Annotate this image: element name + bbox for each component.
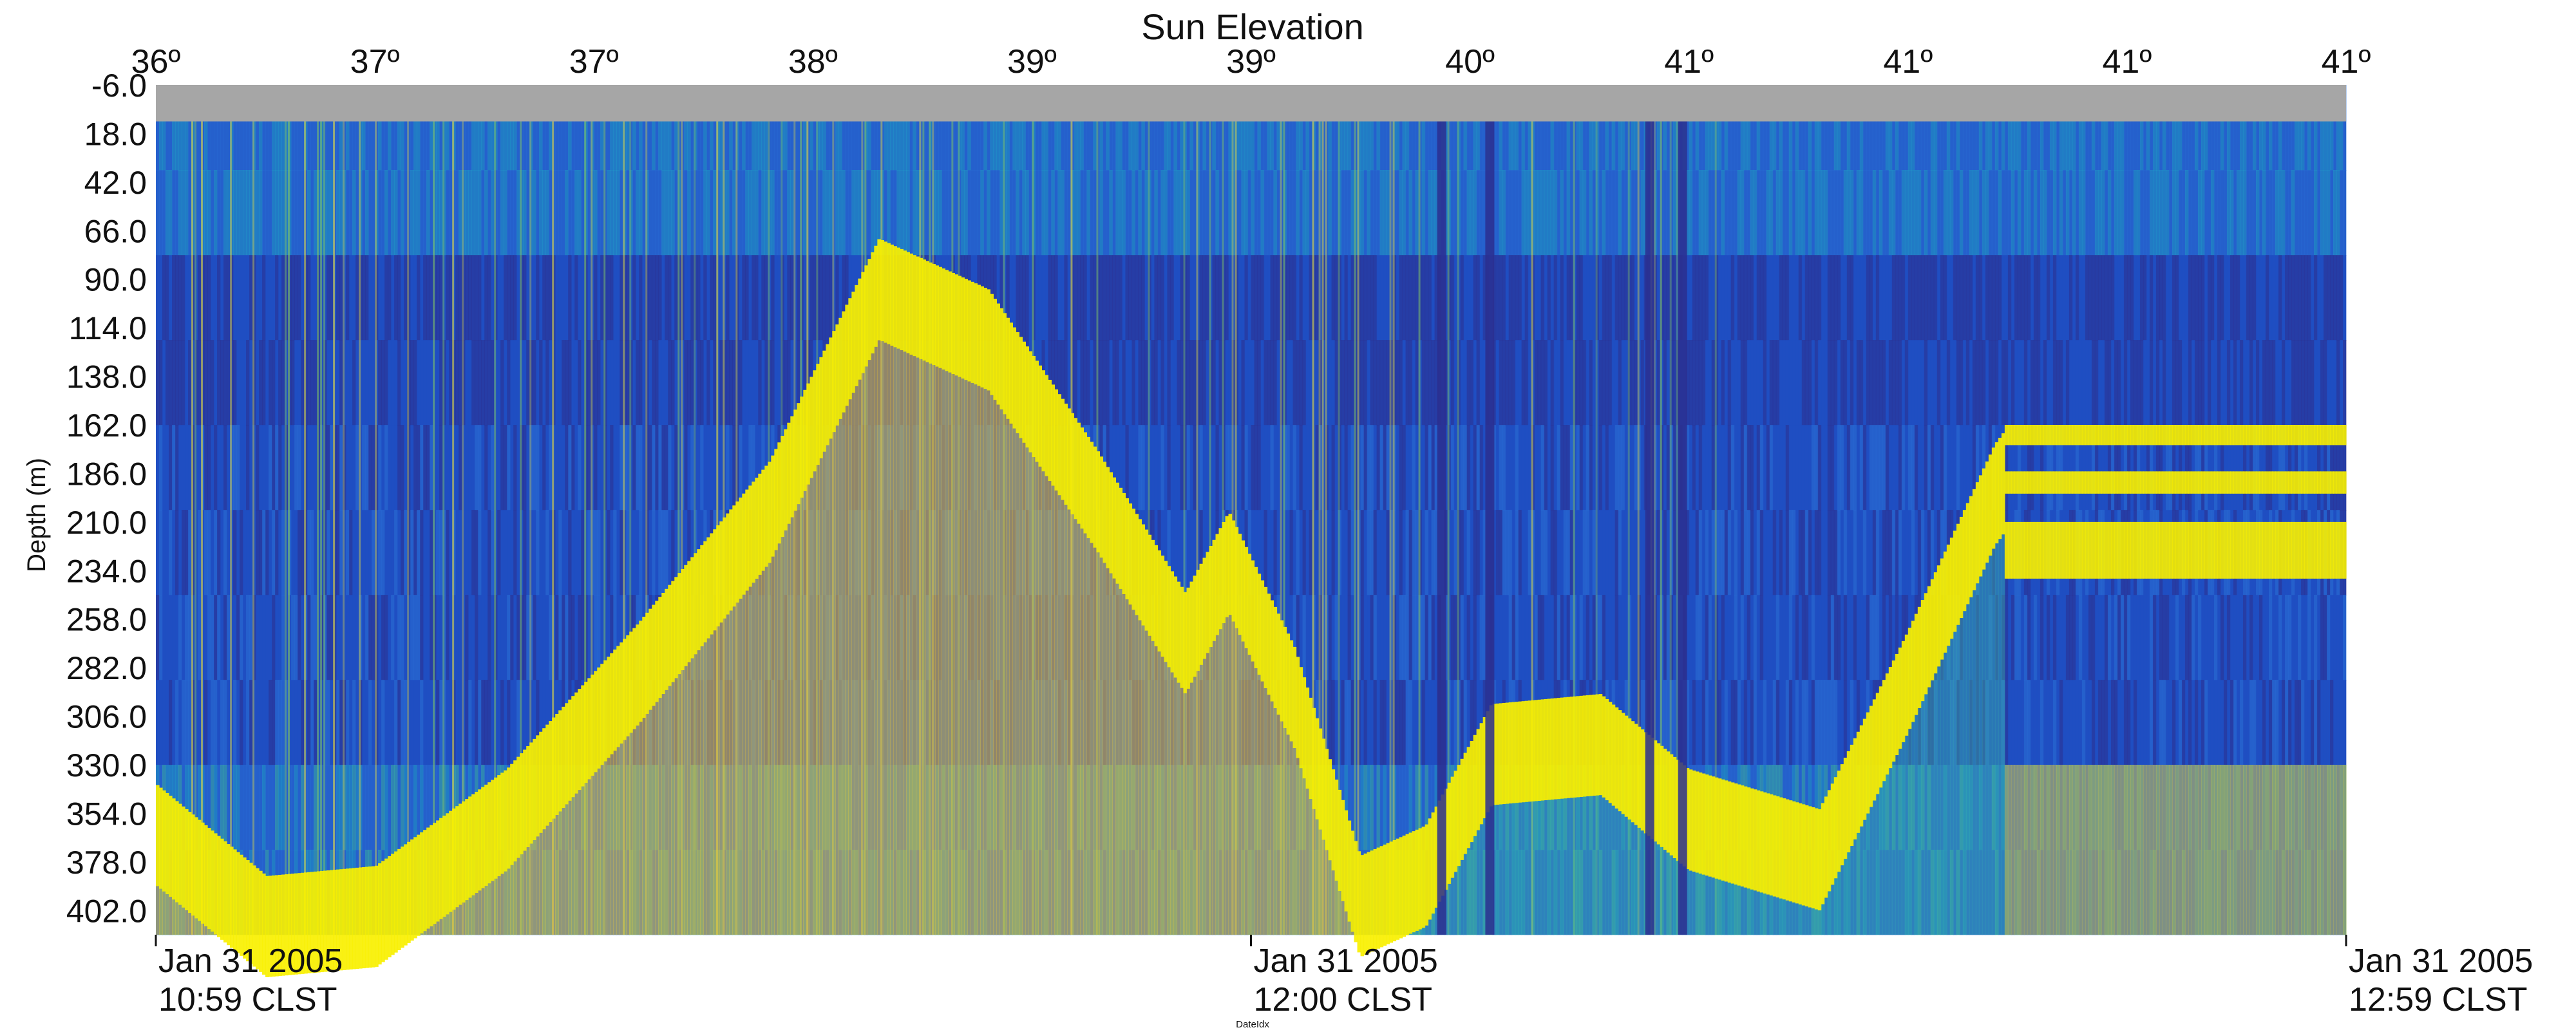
x-tick-date: Jan 31 2005 [1254, 942, 1438, 980]
x-tick-time: 12:59 CLST [2349, 981, 2528, 1018]
top-tick-label: 39º [1007, 43, 1057, 80]
y-tick-label: 258.0 [66, 602, 147, 638]
y-tick-label: 378.0 [66, 845, 147, 881]
x-tick-date: Jan 31 2005 [2349, 942, 2533, 980]
y-tick-labels: -6.0 18.0 42.0 66.0 90.0 114.0 138.0 162.0 186.0… [66, 68, 147, 929]
top-tick-label: 41º [2322, 43, 2371, 80]
y-tick-label: 186.0 [66, 456, 147, 492]
top-tick-labels: 36º 37º 37º 38º 39º 39º 40º 41º 41º 41º 41º [131, 43, 2371, 80]
x-tick-date: Jan 31 2005 [158, 942, 343, 980]
y-tick-label: 210.0 [66, 505, 147, 541]
top-tick-label: 41º [1883, 43, 1933, 80]
fish-layer [156, 111, 2347, 977]
top-tick-label: 39º [1226, 43, 1276, 80]
y-tick-label: 138.0 [66, 359, 147, 395]
y-tick-label: 114.0 [69, 310, 147, 346]
top-tick-label: 36º [131, 43, 181, 80]
y-tick-label: 66.0 [84, 213, 147, 249]
y-tick-label: 42.0 [84, 165, 147, 201]
top-tick-label: 41º [2102, 43, 2152, 80]
plot-area [156, 85, 2347, 977]
y-tick-label: 282.0 [66, 650, 147, 686]
y-tick-label: 354.0 [66, 796, 147, 832]
y-tick-label: -6.0 [91, 68, 147, 104]
y-tick-label: 18.0 [84, 116, 147, 152]
no-data-band [156, 85, 2346, 122]
top-tick-label: 37º [569, 43, 619, 80]
y-tick-label: 90.0 [84, 262, 147, 298]
x-axis-label: DateIdx [1236, 1019, 1269, 1030]
top-tick-label: 40º [1445, 43, 1495, 80]
top-tick-label: 41º [1664, 43, 1714, 80]
y-axis-label: Depth (m) [23, 458, 51, 572]
top-tick-label: 37º [350, 43, 400, 80]
top-tick-label: 38º [788, 43, 838, 80]
y-tick-label: 330.0 [66, 747, 147, 783]
x-tick-time: 10:59 CLST [158, 981, 337, 1018]
y-tick-label: 162.0 [66, 407, 147, 444]
y-tick-label: 306.0 [66, 699, 147, 735]
chart-title: Sun Elevation [1141, 6, 1364, 47]
y-tick-label: 234.0 [66, 553, 147, 589]
y-tick-label: 402.0 [66, 893, 147, 929]
x-tick-time: 12:00 CLST [1254, 981, 1433, 1018]
